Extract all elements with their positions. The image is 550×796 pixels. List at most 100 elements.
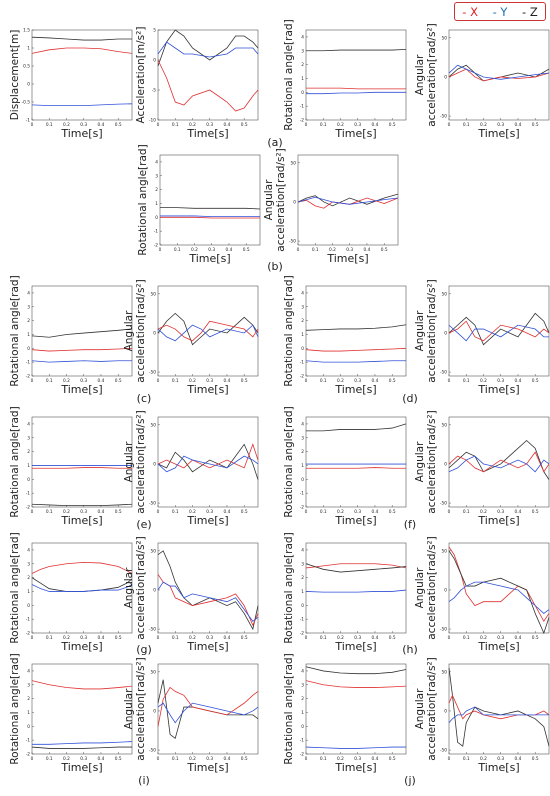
y-tick-label: 2 — [301, 318, 304, 324]
y-tick-label: 0 — [27, 477, 30, 483]
x-tick-label: 0.3 — [497, 509, 504, 515]
y-tick-label: 0 — [153, 461, 156, 467]
series-line-y — [305, 360, 406, 363]
x-axis-label: Time[s] — [334, 514, 376, 527]
x-tick-label: 0.5 — [241, 635, 248, 641]
x-tick-label: 0.2 — [189, 122, 196, 128]
chart-9: 0 0.1 0.2 0.3 0.4 0.5 -2 -1 0 1 2 3 4 Time[s] Rotation… — [283, 275, 407, 396]
series-line-x — [305, 680, 407, 688]
plot-frame — [31, 542, 133, 634]
x-tick-label: 0.4 — [98, 122, 105, 128]
x-tick-label: 0 — [305, 756, 308, 762]
x-axis-label: Time[s] — [477, 761, 519, 774]
x-tick-label: 0 — [448, 122, 451, 128]
y-tick-label: 50 — [442, 669, 448, 675]
y-tick-label: 0 — [444, 587, 447, 593]
y-tick-label: 0 — [153, 587, 156, 593]
x-tick-label: 0 — [297, 247, 300, 253]
series-line-y — [32, 741, 133, 745]
x-tick-label: 0 — [157, 756, 160, 762]
y-tick-label: 3 — [27, 304, 30, 310]
series-line-x — [306, 87, 406, 90]
y-tick-label: 1 — [301, 332, 304, 338]
y-axis-label: Angular — [414, 567, 426, 609]
series-line-x — [157, 320, 259, 342]
chart-21: 0 0.1 0.2 0.3 0.4 0.5 -2 -1 0 1 2 3 4 Time[s] Rotation… — [283, 653, 407, 774]
x-tick-label: 0 — [31, 378, 34, 384]
y-tick-label: -1 — [26, 491, 31, 497]
x-tick-label: 0.4 — [515, 378, 522, 384]
x-tick-label: 0.4 — [224, 122, 231, 128]
y-tick-label: -50 — [440, 627, 447, 633]
x-tick-label: 0.5 — [389, 756, 396, 762]
x-tick-label: 0.2 — [480, 635, 487, 641]
plot-frame — [157, 663, 259, 755]
y-tick-label: -2 — [26, 374, 31, 380]
x-tick-label: 0.5 — [389, 635, 396, 641]
x-tick-label: 0.2 — [189, 635, 196, 641]
y-tick-label: -1 — [300, 738, 305, 744]
y-tick-label: 4 — [27, 290, 30, 296]
plot-frame — [31, 285, 133, 377]
x-tick-label: 0.2 — [191, 247, 198, 253]
y-axis-label: Acceleration[m/s²] — [135, 27, 147, 124]
y-tick-label: 0 — [27, 82, 30, 88]
y-tick-label: 0 — [301, 724, 304, 730]
chart-5: 0 0.1 0.2 0.3 0.4 0.5 -2 -1 0 1 2 3 4 Time[s] Rotation… — [137, 144, 261, 265]
x-tick-label: 0.1 — [463, 509, 470, 515]
y-axis-label: Rotational angle[rad] — [9, 653, 21, 764]
y-axis-label: acceleration[rad/s²] — [135, 536, 147, 640]
y-axis-label: Rotational angle[rad] — [283, 19, 295, 130]
x-tick-label: 0.1 — [174, 247, 181, 253]
series-line-y — [160, 215, 260, 218]
x-tick-label: 0.1 — [320, 635, 327, 641]
y-tick-label: 4 — [301, 668, 304, 674]
x-tick-label: 0.5 — [532, 509, 539, 515]
x-tick-label: 0.3 — [497, 756, 504, 762]
x-tick-label: 0.5 — [241, 378, 248, 384]
y-tick-label: -2 — [26, 505, 31, 511]
y-tick-label: 3 — [301, 435, 304, 441]
series-line-x — [305, 563, 407, 569]
x-tick-label: 0 — [31, 122, 34, 128]
y-tick-label: 3 — [301, 682, 304, 688]
series-line-x — [31, 680, 133, 690]
series-line-y — [297, 196, 399, 205]
y-tick-label: -2 — [26, 752, 31, 758]
x-tick-label: 0.5 — [115, 378, 122, 384]
x-tick-label: 0.2 — [63, 509, 70, 515]
y-tick-label: 2 — [27, 575, 30, 581]
x-tick-label: 0.2 — [63, 122, 70, 128]
y-axis-label: Angular — [414, 310, 426, 352]
x-tick-label: 0.3 — [497, 635, 504, 641]
x-tick-label: 0 — [31, 635, 34, 641]
plot-frame — [305, 416, 407, 508]
x-axis-label: Time[s] — [60, 514, 102, 527]
x-axis-label: Time[s] — [334, 761, 376, 774]
x-tick-label: 0.1 — [46, 378, 53, 384]
chart-11: 0 0.1 0.2 0.3 0.4 0.5 -2 -1 0 1 2 3 4 Time[s] Rotation… — [9, 406, 133, 527]
x-tick-label: 0.5 — [115, 756, 122, 762]
y-axis-label: acceleration[rad/s²] — [135, 657, 147, 761]
chart-3: 0 0.1 0.2 0.3 0.4 0.5 -2 -1 0 1 2 3 4 Time[s] Rotation… — [283, 19, 407, 140]
y-tick-label: 0 — [444, 74, 447, 80]
y-tick-label: 50 — [442, 422, 448, 428]
x-tick-label: 0.2 — [189, 756, 196, 762]
chart-17: 0 0.1 0.2 0.3 0.4 0.5 -2 -1 0 1 2 3 4 Time[s] Rotation… — [283, 532, 407, 653]
series-line-y — [448, 455, 550, 473]
x-tick-label: 0.5 — [389, 378, 396, 384]
series-line-z — [31, 36, 132, 41]
x-tick-label: 0.4 — [515, 635, 522, 641]
x-tick-label: 0.3 — [80, 509, 87, 515]
x-axis-label: Time[s] — [186, 514, 228, 527]
series-line-x — [31, 347, 133, 352]
y-tick-label: 1 — [301, 710, 304, 716]
x-tick-label: 0.5 — [241, 509, 248, 515]
y-tick-label: 1 — [301, 463, 304, 469]
y-tick-label: 0 — [301, 603, 304, 609]
x-tick-label: 0.3 — [206, 756, 213, 762]
y-tick-label: 1 — [27, 332, 30, 338]
